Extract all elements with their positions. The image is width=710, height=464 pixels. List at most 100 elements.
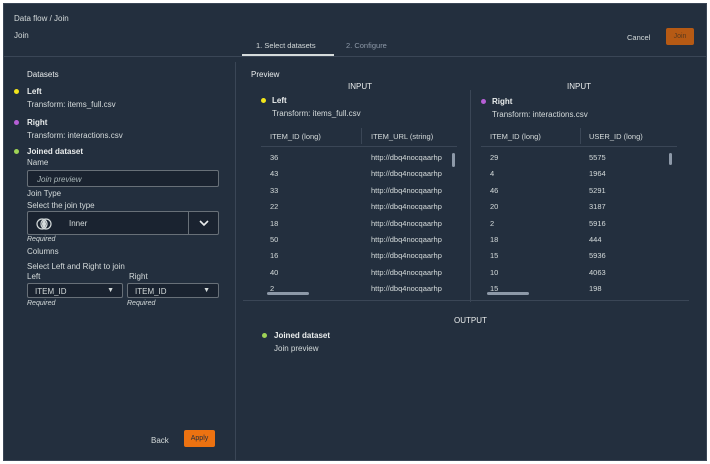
left-dataset-label: Left [27,87,42,96]
table-cell: 33 [270,186,279,195]
join-dialog: Data flow / Join Join 1. Select datasets… [3,3,707,461]
active-tab-indicator [242,54,334,56]
apply-button[interactable]: Apply [184,430,215,447]
right-preview-dot-icon [481,99,486,104]
table-cell: http://dbq4nocqaarhp [371,186,442,195]
back-button[interactable]: Back [151,436,169,445]
left-table-horizontal-scrollbar[interactable] [267,292,309,295]
right-column-select[interactable]: ITEM_ID ▼ [127,283,219,298]
joined-dataset-label: Joined dataset [27,147,84,156]
table-cell: 18 [270,219,279,228]
input-tables-divider [470,90,471,302]
table-cell: 22 [270,202,279,211]
left-col-header-item-id[interactable]: ITEM_ID (long) [270,132,321,141]
output-dataset-label: Joined dataset [274,331,331,340]
join-type-select[interactable]: Inner [27,211,219,235]
columns-label: Columns [27,247,59,256]
name-label: Name [27,158,49,167]
right-table-horizontal-scrollbar[interactable] [487,292,529,295]
right-col-header-item-id[interactable]: ITEM_ID (long) [490,132,541,141]
join-button[interactable]: Join [666,28,694,45]
left-preview-label: Left [272,96,287,105]
table-cell: http://dbq4nocqaarhp [371,284,442,293]
left-column-required: Required [27,300,56,307]
table-cell: http://dbq4nocqaarhp [371,169,442,178]
right-column-label: Right [129,272,148,281]
right-table-vertical-scrollbar[interactable] [669,153,672,165]
header-divider [4,56,706,57]
cancel-button[interactable]: Cancel [627,33,651,42]
right-preview-label: Right [492,97,513,106]
table-cell: 5936 [589,251,606,260]
table-cell: 3187 [589,202,606,211]
left-input-label: INPUT [348,82,372,91]
column-separator [580,128,581,144]
output-dot-icon [262,333,267,338]
caret-down-icon: ▼ [203,287,210,294]
column-separator [361,128,362,144]
table-cell: 4 [490,169,495,178]
right-dataset-transform: Transform: interactions.csv [27,131,123,140]
table-cell: 10 [490,268,499,277]
table-cell: 36 [270,153,279,162]
caret-down-icon: ▼ [107,287,114,294]
join-type-select-label: Select the join type [27,201,95,210]
table-cell: http://dbq4nocqaarhp [371,153,442,162]
table-cell: http://dbq4nocqaarhp [371,202,442,211]
join-type-value: Inner [69,219,88,228]
joined-dataset-dot-icon [14,149,19,154]
chevron-down-icon [199,220,209,227]
tab-select-datasets[interactable]: 1. Select datasets [256,41,316,50]
right-col-header-user-id[interactable]: USER_ID (long) [589,132,643,141]
table-cell: 15 [490,284,499,293]
table-cell: http://dbq4nocqaarhp [371,268,442,277]
table-cell: 198 [589,284,602,293]
breadcrumb[interactable]: Data flow / Join [14,14,69,23]
columns-select-label: Select Left and Right to join [27,262,125,271]
table-cell: 5575 [589,153,606,162]
inner-join-icon [36,218,52,232]
table-cell: 1964 [589,169,606,178]
table-cell: 2 [270,284,275,293]
input-output-divider [243,300,689,301]
left-dataset-transform: Transform: items_full.csv [27,100,116,109]
left-table-vertical-scrollbar[interactable] [452,153,455,167]
right-preview-transform: Transform: interactions.csv [492,110,588,119]
right-column-value: ITEM_ID [135,287,167,296]
join-name-input[interactable]: Join preview [27,170,219,187]
preview-title: Preview [251,70,280,79]
left-column-value: ITEM_ID [35,287,67,296]
table-cell: http://dbq4nocqaarhp [371,235,442,244]
table-cell: http://dbq4nocqaarhp [371,251,442,260]
left-col-header-item-url[interactable]: ITEM_URL (string) [371,132,434,141]
table-cell: 444 [589,235,602,244]
table-cell: 15 [490,251,499,260]
right-dataset-label: Right [27,118,48,127]
left-dataset-dot-icon [14,89,19,94]
join-type-required: Required [27,236,56,243]
table-cell: 43 [270,169,279,178]
table-cell: 2 [490,219,495,228]
output-dataset-sub: Join preview [274,344,319,353]
left-preview-transform: Transform: items_full.csv [272,109,361,118]
table-cell: 5291 [589,186,606,195]
right-dataset-dot-icon [14,120,19,125]
left-column-select[interactable]: ITEM_ID ▼ [27,283,123,298]
table-cell: 29 [490,153,499,162]
right-input-label: INPUT [567,82,591,91]
table-cell: http://dbq4nocqaarhp [371,219,442,228]
join-type-dropdown-toggle[interactable] [188,212,218,234]
table-cell: 18 [490,235,499,244]
table-cell: 4063 [589,268,606,277]
table-cell: 16 [270,251,279,260]
datasets-section-title: Datasets [27,70,59,79]
join-name-placeholder: Join preview [37,175,82,184]
page-title: Join [14,31,29,40]
tab-configure[interactable]: 2. Configure [346,41,387,50]
join-type-label: Join Type [27,189,62,198]
table-cell: 20 [490,202,499,211]
table-cell: 50 [270,235,279,244]
output-label: OUTPUT [454,316,487,325]
left-preview-dot-icon [261,98,266,103]
table-cell: 40 [270,268,279,277]
